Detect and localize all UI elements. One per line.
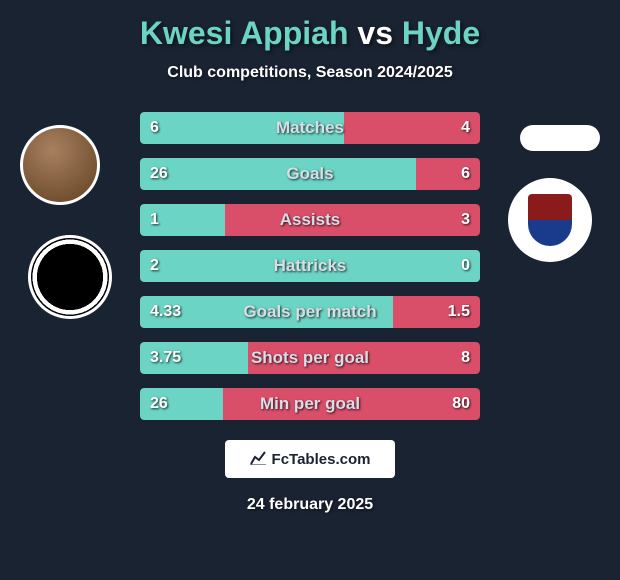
stat-row: 3.758Shots per goal (140, 342, 480, 374)
footer-date: 24 february 2025 (0, 496, 620, 514)
stat-row: 266Goals (140, 158, 480, 190)
stat-row: 64Matches (140, 112, 480, 144)
brand-logo[interactable]: FcTables.com (225, 440, 395, 478)
stat-label: Goals per match (140, 296, 480, 328)
stat-label: Assists (140, 204, 480, 236)
stat-row: 4.331.5Goals per match (140, 296, 480, 328)
chart-icon (250, 451, 266, 468)
vs-text: vs (357, 15, 393, 51)
club-badge-shield (528, 194, 572, 246)
player2-club-badge (508, 178, 592, 262)
comparison-title: Kwesi Appiah vs Hyde (0, 15, 620, 52)
stat-label: Goals (140, 158, 480, 190)
stat-row: 2680Min per goal (140, 388, 480, 420)
stat-label: Shots per goal (140, 342, 480, 374)
player1-name: Kwesi Appiah (140, 15, 349, 51)
player1-club-badge (28, 235, 112, 319)
stat-row: 20Hattricks (140, 250, 480, 282)
stat-label: Hattricks (140, 250, 480, 282)
player2-name: Hyde (402, 15, 480, 51)
player2-avatar (520, 125, 600, 151)
subtitle: Club competitions, Season 2024/2025 (0, 64, 620, 82)
stat-label: Matches (140, 112, 480, 144)
brand-text: FcTables.com (272, 451, 371, 468)
player1-avatar (20, 125, 100, 205)
stat-label: Min per goal (140, 388, 480, 420)
stat-row: 13Assists (140, 204, 480, 236)
